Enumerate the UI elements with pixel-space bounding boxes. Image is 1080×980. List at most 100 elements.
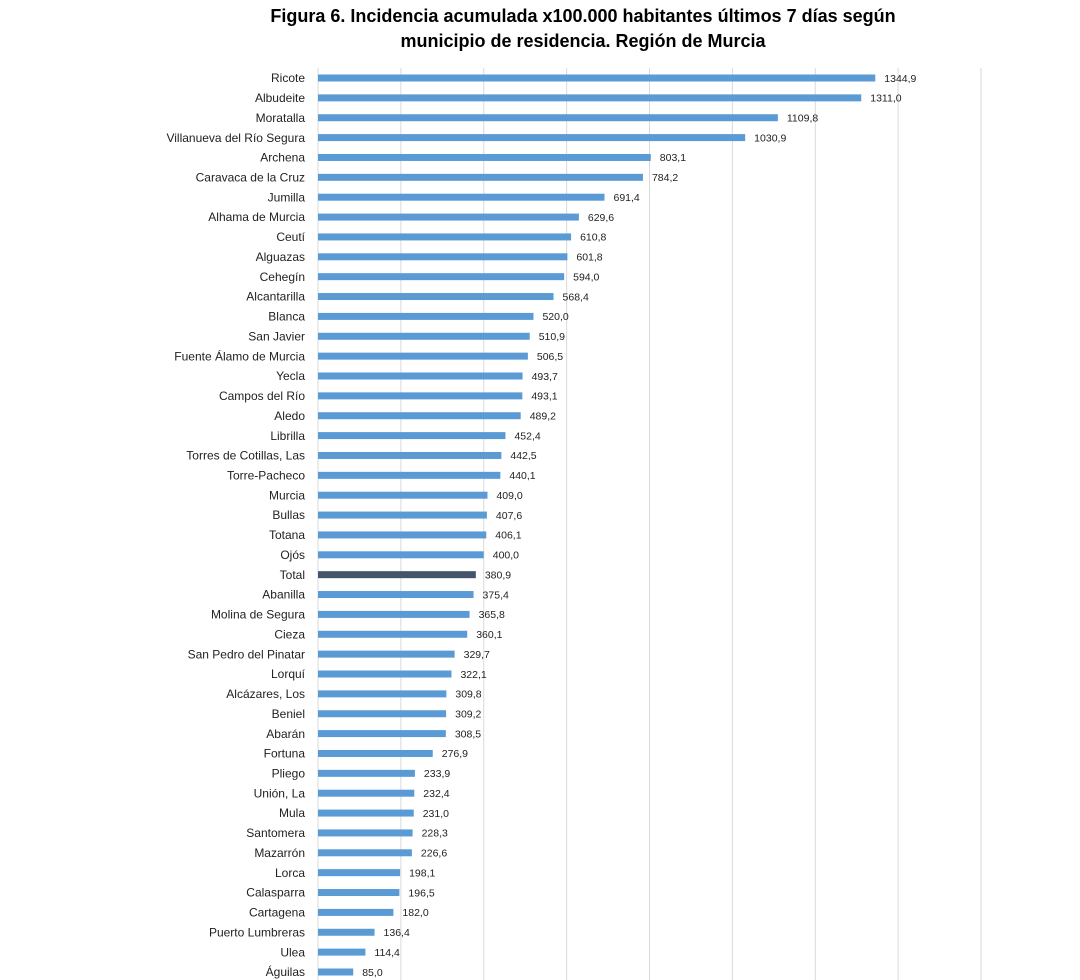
bar (318, 134, 746, 142)
value-label: 308,5 (455, 728, 481, 740)
category-label: Ricote (271, 71, 305, 85)
bar (318, 551, 484, 559)
value-label: 610,8 (580, 232, 606, 244)
bar (318, 451, 502, 459)
category-label: Cieza (274, 627, 305, 641)
value-label: 629,6 (588, 212, 614, 224)
chart-title: Figura 6. Incidencia acumulada x100.000 … (270, 6, 896, 51)
bar (318, 531, 487, 539)
category-label: Santomera (246, 826, 305, 840)
value-label: 360,1 (476, 629, 502, 641)
bar (318, 173, 643, 181)
value-label: 1109,8 (787, 113, 818, 125)
bar (318, 412, 521, 420)
category-label: Mula (279, 806, 305, 820)
bar (318, 769, 415, 777)
category-label: Torre-Pacheco (227, 469, 305, 483)
value-label: 409,0 (496, 490, 522, 502)
category-label: Abarán (266, 727, 305, 741)
bar (318, 690, 447, 698)
bar (318, 610, 470, 618)
value-label: 520,0 (542, 311, 568, 323)
category-label: Molina de Segura (211, 608, 305, 622)
bar (318, 591, 474, 599)
bar (318, 293, 554, 301)
bar (318, 650, 455, 658)
bar (318, 571, 476, 579)
category-label: Yecla (276, 369, 305, 383)
value-label: 276,9 (442, 748, 468, 760)
bar (318, 809, 414, 817)
bar (318, 889, 400, 897)
category-label: Campos del Río (219, 389, 305, 403)
category-label: Moratalla (256, 111, 306, 125)
bar (318, 829, 413, 837)
value-label: 691,4 (613, 192, 639, 204)
category-label: Bullas (272, 508, 305, 522)
value-label: 233,9 (424, 768, 450, 780)
bar (318, 789, 415, 797)
bar (318, 869, 401, 877)
category-label: Aledo (274, 409, 305, 423)
value-label: 400,0 (493, 550, 519, 562)
category-label: Lorca (275, 866, 305, 880)
bar (318, 948, 366, 956)
value-label: 226,6 (421, 848, 447, 860)
category-label: Villanueva del Río Segura (166, 131, 305, 145)
value-label: 784,2 (652, 172, 678, 184)
category-label: Torres de Cotillas, Las (186, 449, 305, 463)
value-label: 493,1 (531, 391, 557, 403)
value-label: 85,0 (362, 967, 383, 979)
value-label: 309,2 (455, 709, 481, 721)
bar (318, 749, 433, 757)
bar (318, 968, 354, 976)
category-label: San Javier (248, 329, 305, 343)
category-label: Pliego (272, 767, 306, 781)
bar (318, 908, 394, 916)
category-label: Ojós (280, 548, 305, 562)
category-label: Mazarrón (254, 846, 305, 860)
bar (318, 352, 528, 360)
value-label: 231,0 (423, 808, 449, 820)
bar (318, 193, 605, 201)
value-label: 114,4 (374, 947, 400, 959)
value-label: 232,4 (423, 788, 449, 800)
category-label: Fortuna (264, 747, 306, 761)
value-label: 601,8 (576, 252, 602, 264)
value-label: 182,0 (402, 907, 428, 919)
category-label: Beniel (272, 707, 305, 721)
category-label: Blanca (268, 310, 305, 324)
bar (318, 153, 651, 161)
bar (318, 332, 530, 340)
value-label: 493,7 (532, 371, 558, 383)
value-label: 407,6 (496, 510, 522, 522)
bar (318, 233, 572, 241)
bar (318, 114, 778, 122)
value-label: 380,9 (485, 569, 511, 581)
bar (318, 312, 534, 320)
category-label: Total (280, 568, 305, 582)
category-label: Puerto Lumbreras (209, 925, 305, 939)
category-label: Alcantarilla (246, 290, 305, 304)
category-label: Calasparra (246, 886, 305, 900)
category-label: Librilla (270, 429, 305, 443)
bar (318, 392, 523, 400)
value-label: 803,1 (660, 152, 686, 164)
bar (318, 730, 446, 738)
value-label: 1311,0 (870, 93, 901, 105)
category-label: Ulea (280, 945, 305, 959)
bar (318, 273, 565, 281)
value-label: 198,1 (409, 867, 435, 879)
value-label: 406,1 (495, 530, 521, 542)
category-label: Fuente Álamo de Murcia (174, 348, 305, 363)
value-label: 228,3 (422, 828, 448, 840)
category-label: Totana (269, 528, 305, 542)
bar (318, 94, 862, 102)
category-label: Águilas (266, 964, 305, 979)
bar (318, 670, 452, 678)
category-label: Jumilla (268, 190, 306, 204)
bar (318, 372, 523, 380)
value-label: 365,8 (479, 609, 505, 621)
bar (318, 253, 568, 261)
